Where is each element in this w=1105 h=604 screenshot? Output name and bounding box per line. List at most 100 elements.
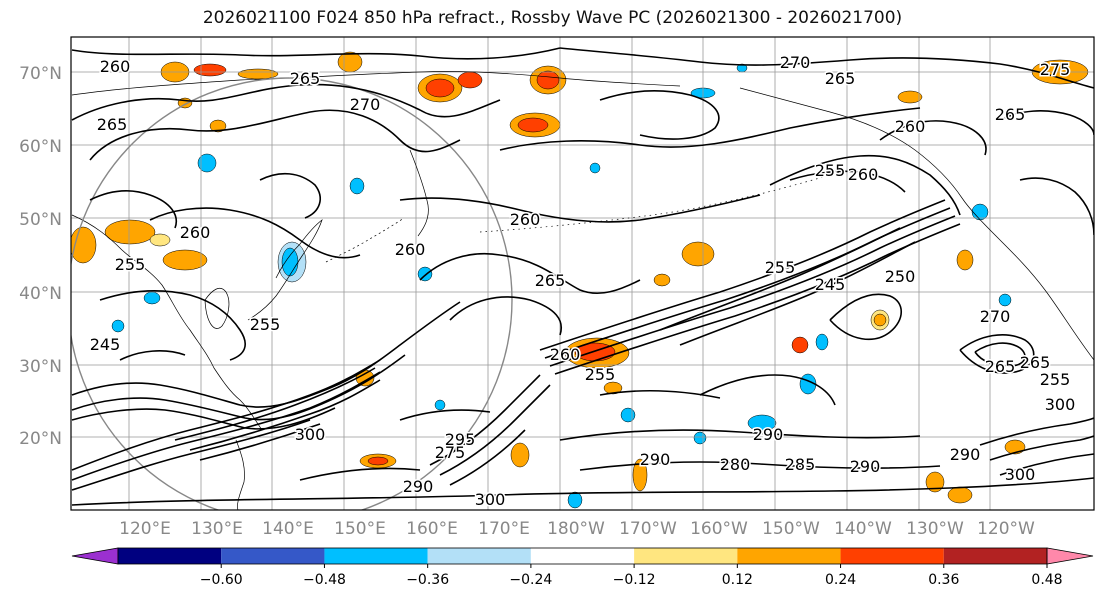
contour-label: 290: [850, 457, 881, 476]
contour-line: [499, 107, 921, 151]
lat-label: 70°N: [19, 64, 62, 84]
contour-line: [549, 215, 956, 367]
contour-line: [419, 252, 641, 294]
colorbar-tick-label: 0.48: [1031, 572, 1062, 588]
contour-line: [149, 207, 361, 259]
anomaly-red-orange: [791, 336, 809, 354]
contour-label: 260: [395, 240, 426, 259]
contour-label: 265: [290, 69, 321, 88]
anomaly-orange: [873, 313, 887, 327]
colorbar-box: [840, 548, 944, 564]
contour-label: 300: [295, 425, 326, 444]
contour-line: [299, 467, 421, 481]
anomaly-red-orange: [517, 117, 549, 133]
anomaly-orange: [925, 471, 945, 493]
anomaly-red-orange: [425, 78, 455, 98]
contour-label: 255: [585, 365, 616, 384]
contour-line: [439, 384, 551, 476]
anomaly-orange: [337, 51, 363, 73]
anomaly-red-orange: [536, 70, 560, 90]
rossby-wave-circle: [71, 77, 513, 510]
anomaly-cyan: [567, 491, 583, 509]
coast-japan: [247, 219, 323, 321]
contour-label: 260: [550, 345, 581, 364]
contour-label: 265: [985, 357, 1016, 376]
anomaly-orange: [947, 486, 973, 504]
contour-line: [71, 407, 336, 430]
colorbar-box: [943, 548, 1047, 564]
lat-label: 60°N: [19, 137, 62, 157]
contour-line: [999, 453, 1094, 476]
contour-line: [544, 207, 951, 359]
contour-label: 300: [475, 490, 506, 509]
lon-label: 130°E: [191, 519, 243, 539]
contour-label: 295: [445, 430, 476, 449]
anomaly-cyan: [589, 162, 601, 174]
lat-label: 20°N: [19, 429, 62, 449]
anomaly-orange: [71, 226, 97, 264]
lon-label: 120°W: [977, 519, 1035, 539]
contour-line: [89, 190, 177, 229]
contour-line: [99, 290, 246, 361]
anomaly-orange: [632, 458, 648, 492]
colorbar: −0.60 −0.48 −0.36 −0.24 −0.12 0.12 0.24 0.36 0.4…: [71, 547, 1094, 588]
anomaly-cyan: [281, 247, 299, 277]
contour-line: [449, 296, 562, 336]
contour-label: 290: [640, 450, 671, 469]
coast-aleutians: [479, 171, 841, 233]
anomaly-cyan: [197, 153, 217, 173]
anomaly-cyan: [349, 177, 365, 195]
contour-label: 265: [825, 69, 856, 88]
contour-label: 255: [250, 315, 281, 334]
lon-label: 120°E: [119, 519, 171, 539]
lat-label: 40°N: [19, 284, 62, 304]
contour-line: [879, 120, 987, 156]
coast-kamchatka: [409, 149, 429, 237]
contour-line: [71, 354, 406, 421]
contour-label: 270: [980, 307, 1011, 326]
contour-label: 255: [815, 161, 846, 180]
contour-label: 270: [780, 53, 811, 72]
contour-line: [399, 409, 491, 421]
contour-line: [959, 334, 1035, 374]
contour-line: [829, 293, 903, 340]
anomaly-cyan: [815, 333, 829, 351]
contour-line: [399, 194, 761, 223]
figure-title: 2026021100 F024 850 hPa refract., Rossby…: [202, 8, 903, 28]
anomaly-cyan: [971, 203, 989, 221]
contour-label: 275: [1040, 60, 1071, 79]
contour-label: 260: [180, 223, 211, 242]
colorbar-tick-label: −0.12: [613, 572, 656, 588]
coast-arctic: [71, 71, 681, 96]
anomaly-orange: [510, 442, 530, 468]
lon-label: 160°E: [406, 519, 458, 539]
contour-line: [71, 371, 381, 481]
colorbar-box: [530, 548, 635, 564]
contour-line: [71, 419, 311, 491]
lon-label: 150°W: [762, 519, 820, 539]
lon-label: 170°W: [619, 519, 677, 539]
contour-label: 290: [950, 445, 981, 464]
colorbar-tick-label: −0.24: [509, 572, 552, 588]
lat-label: 30°N: [19, 357, 62, 377]
colorbar-tick-label: 0.36: [928, 572, 959, 588]
contour-label: 255: [1040, 370, 1071, 389]
contour-label: 285: [785, 455, 816, 474]
contour-label: 265: [1020, 353, 1051, 372]
contour-label: 265: [535, 271, 566, 290]
anomaly-red-orange: [193, 63, 227, 77]
contour-label: 265: [97, 115, 128, 134]
contour-label: 265: [995, 105, 1026, 124]
contour-line: [174, 367, 376, 441]
contour-label: 290: [403, 477, 434, 496]
contour-line: [989, 435, 1094, 461]
lon-label: 170°E: [478, 519, 530, 539]
coast-philippines: [235, 439, 245, 510]
colorbar-box: [737, 548, 841, 564]
contour-line: [559, 429, 921, 441]
anomaly-pale-yellow: [149, 233, 171, 247]
anomaly-cyan: [747, 414, 777, 432]
map-frame: [70, 36, 1095, 511]
lon-label: 140°E: [262, 519, 314, 539]
